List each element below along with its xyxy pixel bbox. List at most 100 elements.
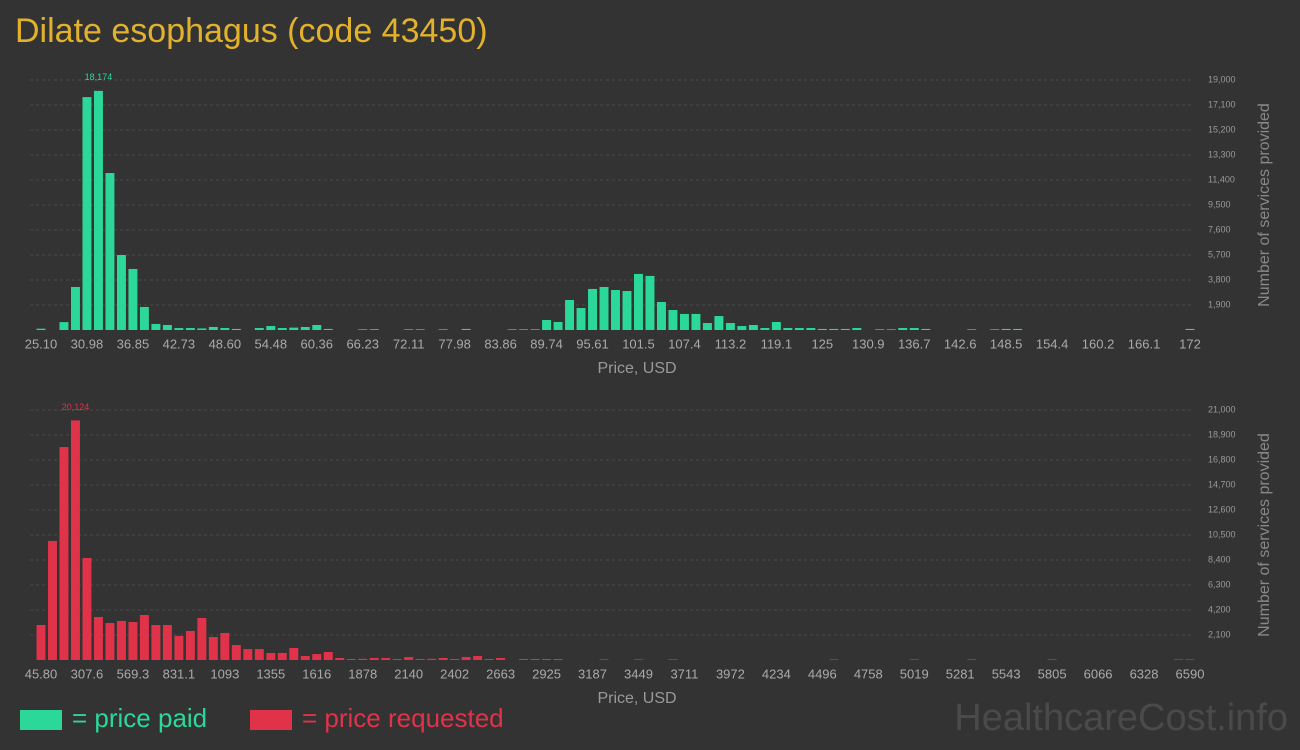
y-tick-label: 14,700 [1208, 479, 1236, 489]
bar [921, 328, 931, 330]
x-tick-label: 45.80 [25, 666, 58, 681]
bar [1001, 328, 1011, 330]
bar [289, 327, 299, 330]
bar [59, 447, 69, 660]
bar [36, 625, 46, 660]
bar [128, 268, 138, 330]
y-axis-label: Number of services provided [1256, 103, 1273, 307]
bar [599, 286, 609, 330]
bar [48, 540, 57, 660]
bar [852, 328, 862, 330]
x-tick-label: 160.2 [1082, 336, 1115, 351]
bar [875, 329, 885, 330]
legend-label: = price requested [302, 703, 504, 733]
x-tick-label: 95.61 [576, 336, 609, 351]
bar [588, 288, 598, 330]
x-tick-label: 5543 [992, 666, 1021, 681]
bar [82, 97, 92, 331]
x-tick-label: 1355 [256, 666, 285, 681]
bar [70, 286, 80, 330]
bar [404, 329, 414, 330]
bar [243, 649, 253, 660]
legend-label: = price paid [72, 703, 207, 733]
bar [691, 313, 701, 330]
bar [220, 328, 230, 330]
y-tick-label: 19,000 [1208, 74, 1236, 84]
bar [105, 173, 115, 330]
x-tick-label: 307.6 [71, 666, 104, 681]
legend-swatch [20, 710, 62, 730]
bar [622, 291, 632, 330]
bar [806, 328, 816, 330]
y-tick-label: 5,700 [1208, 249, 1231, 259]
x-tick-label: 66.23 [346, 336, 379, 351]
y-tick-label: 18,900 [1208, 429, 1236, 439]
bar [381, 657, 391, 660]
bar [59, 322, 69, 330]
bar [358, 329, 368, 330]
x-tick-label: 4234 [762, 666, 791, 681]
x-tick-label: 1878 [348, 666, 377, 681]
bar [174, 328, 184, 330]
bar [151, 625, 161, 660]
bar [576, 308, 586, 330]
bar [323, 328, 333, 330]
bar [254, 649, 264, 660]
x-tick-label: 2140 [394, 666, 423, 681]
bar [36, 328, 46, 330]
bar [1185, 328, 1195, 330]
bar [151, 323, 161, 330]
x-tick-label: 4758 [854, 666, 883, 681]
x-tick-label: 5281 [946, 666, 975, 681]
bar [530, 329, 540, 330]
bar [519, 329, 529, 330]
bar [553, 659, 563, 660]
bar [162, 625, 172, 660]
bar [197, 617, 207, 660]
data-label: 20,124 [62, 402, 90, 412]
bar [312, 325, 322, 330]
x-tick-label: 3187 [578, 666, 607, 681]
bar [633, 659, 643, 660]
bar [656, 301, 666, 330]
x-tick-label: 89.74 [530, 336, 563, 351]
x-tick-label: 36.85 [117, 336, 150, 351]
bar [254, 328, 264, 330]
x-tick-label: 5805 [1038, 666, 1067, 681]
y-tick-label: 9,500 [1208, 199, 1231, 209]
bar [369, 329, 379, 330]
y-tick-label: 10,500 [1208, 529, 1236, 539]
y-tick-label: 21,000 [1208, 404, 1236, 414]
bar [898, 328, 908, 330]
bar [116, 255, 126, 330]
x-tick-label: 172 [1179, 336, 1201, 351]
bar [783, 328, 793, 330]
bar [668, 659, 678, 660]
x-tick-label: 1616 [302, 666, 331, 681]
bar [369, 657, 379, 660]
y-tick-label: 4,200 [1208, 604, 1231, 614]
bar [725, 323, 735, 330]
bar [312, 654, 322, 660]
bar [553, 321, 563, 330]
y-tick-label: 13,300 [1208, 149, 1236, 159]
x-tick-label: 142.6 [944, 336, 977, 351]
bar [185, 630, 195, 660]
x-tick-label: 130.9 [852, 336, 885, 351]
bar [220, 632, 230, 660]
bar [300, 326, 310, 330]
bar [415, 329, 425, 330]
x-tick-label: 6328 [1130, 666, 1159, 681]
y-tick-label: 8,400 [1208, 554, 1231, 564]
bar [231, 328, 241, 330]
x-tick-label: 101.5 [622, 336, 655, 351]
x-tick-label: 154.4 [1036, 336, 1069, 351]
bar [829, 659, 839, 660]
watermark: HealthcareCost.info [954, 697, 1288, 739]
bar [82, 557, 92, 660]
x-tick-label: 77.98 [438, 336, 471, 351]
bar [565, 300, 575, 330]
bar [519, 659, 529, 660]
bar [829, 328, 839, 330]
y-tick-label: 3,800 [1208, 274, 1231, 284]
